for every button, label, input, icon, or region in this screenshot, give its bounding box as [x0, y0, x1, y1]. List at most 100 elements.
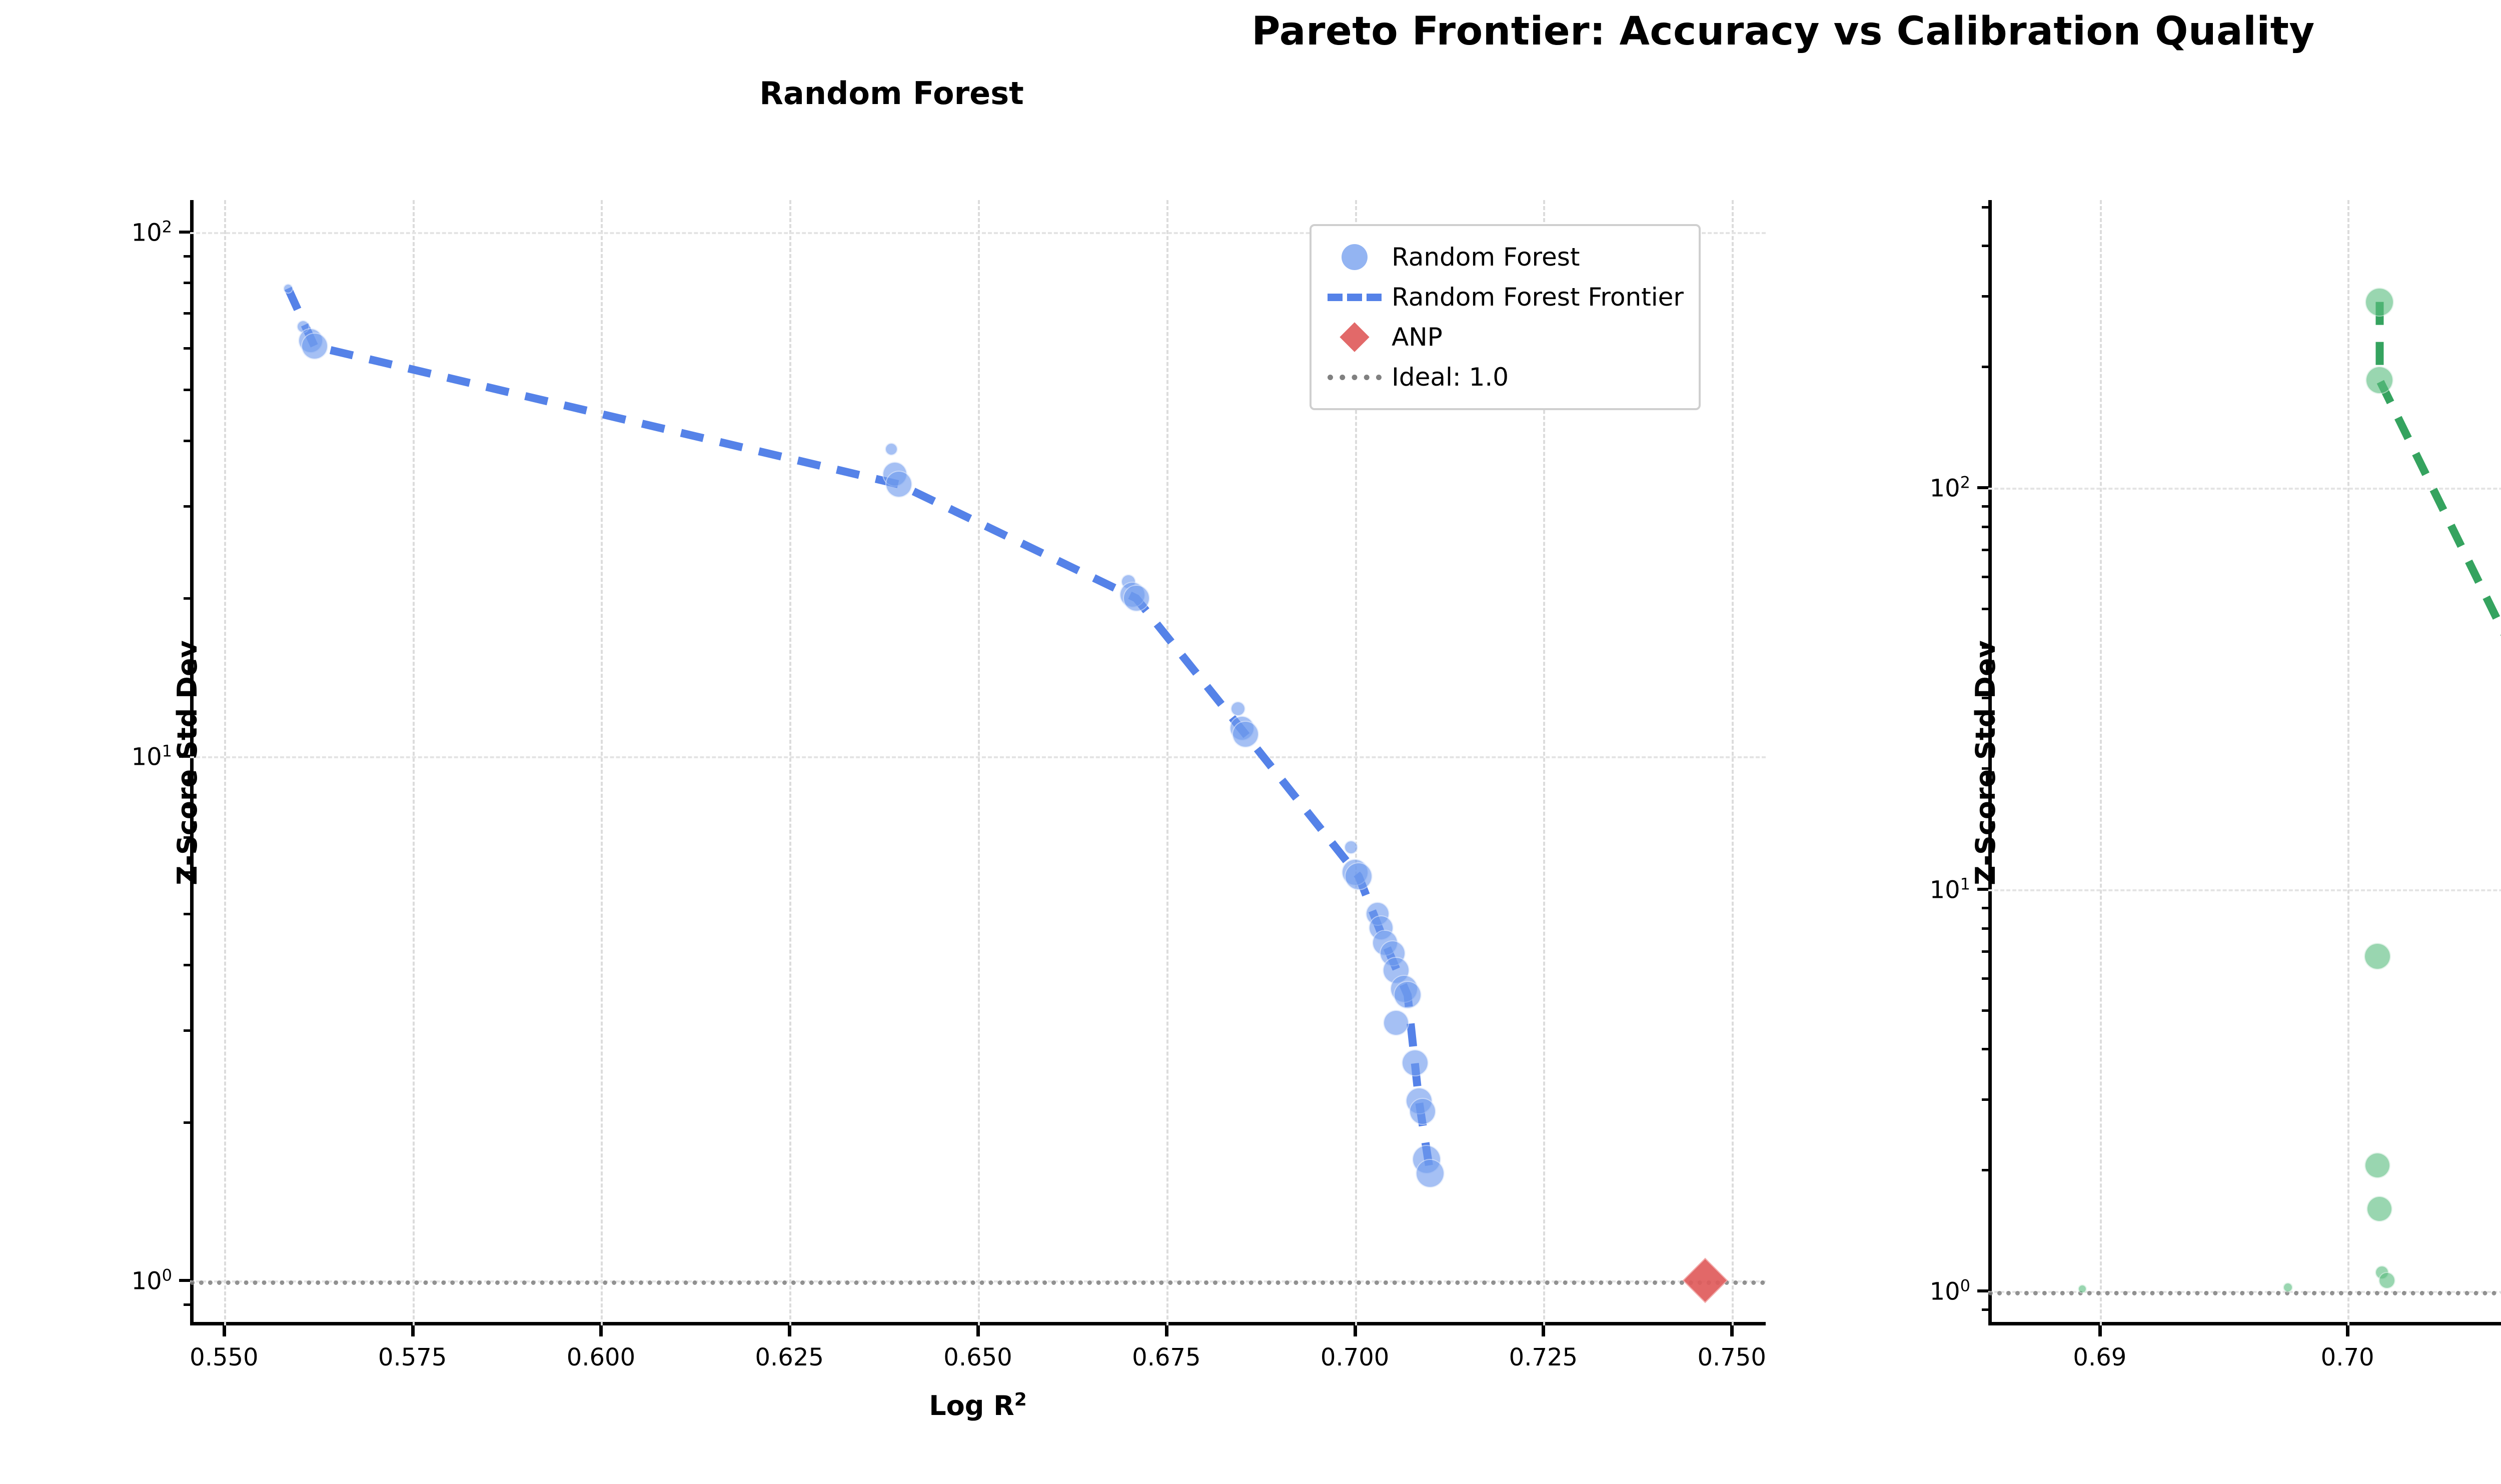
x-axis-title-text: Log R: [929, 1390, 1014, 1421]
scatter-point[interactable]: [283, 283, 293, 294]
y-axis-minor-tick: [184, 505, 190, 508]
y-axis-minor-tick: [184, 597, 190, 600]
scatter-point[interactable]: [1416, 1158, 1445, 1188]
legend-label: Ideal: 1.0: [1392, 363, 1509, 392]
diamond-marker: [1340, 322, 1370, 352]
legend-item[interactable]: Random Forest Frontier: [1325, 277, 1684, 317]
scatter-point[interactable]: [2364, 1152, 2390, 1179]
x-gridline: [978, 200, 980, 1325]
y-gridline: [1988, 487, 2501, 490]
scatter-point[interactable]: [2365, 287, 2394, 317]
x-axis-tick-label: 0.725: [1509, 1343, 1578, 1371]
y-axis-minor-tick: [1982, 977, 1988, 980]
x-axis-tick: [976, 1325, 980, 1336]
x-axis-tick: [2098, 1325, 2102, 1336]
x-axis-tick-label: 0.650: [943, 1343, 1012, 1371]
x-axis-tick: [1730, 1325, 1734, 1336]
scatter-point[interactable]: [1345, 862, 1373, 890]
y-axis-minor-tick: [184, 1303, 190, 1306]
y-gridline: [1988, 889, 2501, 891]
plot-area-xgboost: Log R2 Z-Score Std Dev 0.690.700.710.720…: [1930, 200, 2501, 1371]
x-axis-tick: [1164, 1325, 1168, 1336]
y-tick-exponent: 2: [1960, 473, 1970, 492]
y-axis-minor-tick: [1982, 767, 1988, 770]
y-axis-tick-label: 101: [1930, 874, 1970, 904]
panel-title: Random Forest: [759, 75, 1024, 112]
y-axis-minor-tick: [1982, 696, 1988, 699]
x-axis-tick: [788, 1325, 792, 1336]
ideal-reference-line: [190, 1280, 1766, 1285]
y-axis-minor-tick: [184, 1029, 190, 1032]
x-gridline: [789, 200, 792, 1325]
y-axis-tick: [1977, 1289, 1988, 1292]
scatter-point[interactable]: [301, 333, 328, 360]
x-axis-title-exponent: 2: [1014, 1389, 1027, 1410]
scatter-point[interactable]: [884, 443, 898, 456]
y-axis-minor-tick: [184, 913, 190, 916]
legend-item[interactable]: ANP: [1325, 317, 1684, 357]
scatter-point[interactable]: [2283, 1282, 2293, 1292]
circle-marker: [1342, 244, 1368, 270]
x-axis-tick-label: 0.750: [1697, 1343, 1766, 1371]
x-axis-title: Log R2: [190, 1389, 1766, 1421]
x-axis-tick-label: 0.700: [1320, 1343, 1390, 1371]
y-axis-tick: [179, 754, 190, 758]
y-tick-exponent: 1: [162, 741, 172, 761]
y-tick-exponent: 0: [162, 1265, 172, 1285]
y-axis-tick-label: 101: [132, 741, 172, 771]
x-axis-tick-label: 0.70: [2320, 1343, 2374, 1371]
y-axis-minor-tick: [1982, 1098, 1988, 1101]
dashed-line-marker: [1328, 293, 1382, 301]
panel-random-forest: Random Forest Log R2 Z-Score Std Dev 0.5…: [131, 75, 1766, 1421]
y-tick-mantissa: 10: [131, 219, 162, 247]
x-axis-tick: [411, 1325, 415, 1336]
legend-label: ANP: [1392, 323, 1443, 352]
y-axis-minor-tick: [1982, 525, 1988, 528]
frontier-line: [2375, 302, 2501, 636]
scatter-point[interactable]: [1394, 981, 1422, 1009]
scatter-point[interactable]: [885, 471, 912, 498]
y-axis-tick-label: 102: [1930, 473, 1970, 502]
y-axis-minor-tick: [184, 282, 190, 285]
x-gridline: [2347, 200, 2350, 1325]
legend-item[interactable]: Ideal: 1.0: [1325, 357, 1684, 397]
x-axis-tick-label: 0.550: [190, 1343, 259, 1371]
scatter-point[interactable]: [1383, 1009, 1410, 1036]
x-gridline: [412, 200, 415, 1325]
y-axis-tick-label: 100: [132, 1265, 172, 1295]
y-axis-spine: [190, 200, 194, 1325]
y-gridline: [190, 756, 1766, 758]
y-axis-minor-tick: [184, 871, 190, 874]
y-axis-tick: [179, 1278, 190, 1282]
scatter-point[interactable]: [2378, 1272, 2396, 1289]
scatter-point[interactable]: [2365, 366, 2394, 395]
scatter-point[interactable]: [2366, 1195, 2393, 1222]
y-tick-mantissa: 10: [1929, 474, 1960, 503]
scatter-point[interactable]: [1402, 1049, 1429, 1076]
scatter-point[interactable]: [1344, 840, 1359, 854]
scatter-point[interactable]: [1230, 701, 1245, 717]
frontier-line-layer: [2375, 302, 2501, 636]
legend: Random Forest Random Forest Frontier ANP Id…: [1310, 224, 1701, 410]
y-axis-minor-tick: [184, 806, 190, 809]
legend-marker: [1325, 322, 1385, 352]
legend-item[interactable]: Random Forest: [1325, 237, 1684, 277]
y-axis-tick: [179, 230, 190, 234]
scatter-point[interactable]: [1232, 721, 1260, 748]
panel-xgboost: XGBoost Log R2 Z-Score Std Dev 0.690.700…: [1783, 0, 2501, 1484]
y-axis-minor-tick: [1982, 906, 1988, 909]
x-axis-tick-label: 0.69: [2073, 1343, 2127, 1371]
x-axis-tick-label: 0.600: [566, 1343, 636, 1371]
x-gridline: [601, 200, 603, 1325]
x-axis-tick-label: 0.625: [755, 1343, 824, 1371]
scatter-point[interactable]: [1122, 585, 1150, 612]
x-axis-tick: [1353, 1325, 1357, 1336]
y-axis-minor-tick: [1982, 646, 1988, 649]
y-axis-tick: [1977, 486, 1988, 489]
legend-marker: [1325, 374, 1385, 380]
scatter-point[interactable]: [1409, 1097, 1437, 1125]
y-axis-minor-tick: [1982, 206, 1988, 209]
legend-marker: [1325, 293, 1385, 301]
scatter-point[interactable]: [2363, 943, 2391, 970]
scatter-point[interactable]: [2078, 1284, 2087, 1294]
